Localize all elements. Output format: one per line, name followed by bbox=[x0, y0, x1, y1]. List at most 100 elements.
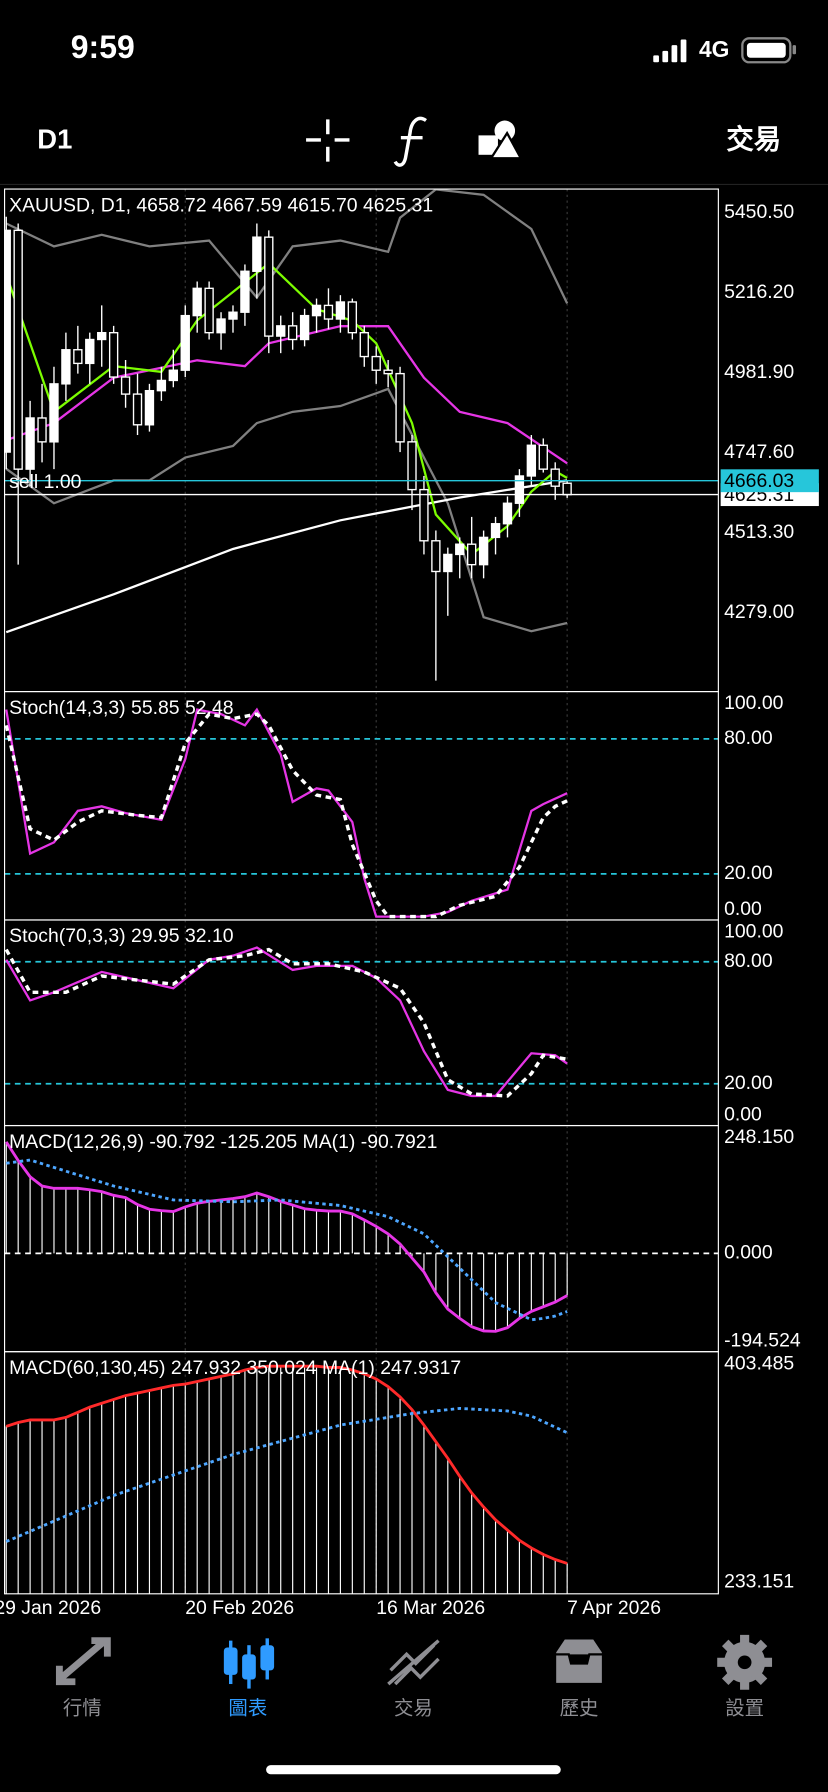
tab-quotes-icon[interactable] bbox=[55, 1637, 111, 1686]
candle-body bbox=[108, 331, 119, 378]
candle-body bbox=[550, 468, 560, 487]
candle-body bbox=[132, 393, 143, 426]
panel-title: Stoch(70,3,3) 29.95 32.10 bbox=[9, 925, 234, 947]
candle-body bbox=[25, 417, 35, 470]
panel-plot bbox=[4, 189, 719, 692]
y-tick-label: 4279.00 bbox=[724, 601, 794, 623]
y-tick-label: -194.524 bbox=[724, 1330, 801, 1352]
candle-body bbox=[502, 502, 513, 525]
panel: 248.150 0.000 -194.524 MACD(12,26,9) -90.79… bbox=[3, 1124, 801, 1353]
panel-title: XAUUSD, D1, 4658.72 4667.59 4615.70 4625… bbox=[9, 194, 433, 216]
candle-body bbox=[61, 349, 71, 385]
candle-body bbox=[395, 372, 405, 443]
candle-body bbox=[466, 543, 477, 566]
indicator-button[interactable] bbox=[393, 116, 427, 167]
y-tick-label: 4513.30 bbox=[724, 521, 794, 543]
tab-bar: 行情 圖表 交易 歷史 設置 bbox=[63, 1697, 764, 1719]
chart-area: 5450.50 5216.20 4981.90 4747.60 4513.30 4279.… bbox=[0, 188, 819, 1619]
tab-trade-icon[interactable] bbox=[387, 1639, 440, 1686]
candle-body bbox=[538, 444, 548, 470]
price-tag bbox=[720, 469, 819, 493]
candle-body bbox=[13, 229, 23, 470]
candle-body bbox=[514, 475, 525, 504]
y-tick-label: 80.00 bbox=[724, 950, 773, 972]
y-tick-label: 0.00 bbox=[724, 898, 762, 920]
candle-body bbox=[347, 301, 358, 334]
y-tick-label: 100.00 bbox=[724, 921, 784, 943]
candle-body bbox=[120, 376, 131, 395]
candle-body bbox=[311, 304, 322, 317]
candle-body bbox=[419, 488, 429, 542]
candle-body bbox=[204, 287, 214, 334]
candle-body bbox=[299, 314, 310, 341]
candle-body bbox=[443, 553, 453, 573]
tab-label[interactable]: 交易 bbox=[394, 1697, 433, 1719]
x-tick-label: 29 Jan 2026 bbox=[0, 1597, 101, 1619]
panel: 403.485 233.151 MACD(60,130,45) 247.932 35… bbox=[3, 1351, 794, 1595]
candle-body bbox=[4, 229, 11, 453]
y-tick-label: 5450.50 bbox=[724, 201, 794, 223]
panel: 100.00 80.00 20.00 0.00 Stoch(70,3,3) 29.95 … bbox=[3, 919, 784, 1127]
panel-plot bbox=[5, 1351, 568, 1594]
candle-body bbox=[168, 369, 179, 382]
indicator-line bbox=[5, 1406, 568, 1543]
candle-body bbox=[371, 355, 381, 371]
panel-title: Stoch(14,3,3) 55.85 52.48 bbox=[9, 697, 233, 719]
panel: 100.00 80.00 20.00 0.00 Stoch(14,3,3) 55.85 … bbox=[3, 690, 784, 921]
ma-line bbox=[5, 1364, 568, 1565]
y-tick-label: 20.00 bbox=[724, 862, 773, 884]
candle-body bbox=[37, 417, 47, 443]
tab-settings-icon[interactable] bbox=[717, 1634, 773, 1690]
candle-body bbox=[359, 331, 369, 358]
candle-body bbox=[73, 349, 83, 365]
panel: 5450.50 5216.20 4981.90 4747.60 4513.30 4279.… bbox=[3, 188, 819, 693]
x-tick-label: 16 Mar 2026 bbox=[376, 1597, 485, 1619]
y-tick-label: 80.00 bbox=[724, 727, 773, 749]
tab-label[interactable]: 圖表 bbox=[228, 1697, 267, 1719]
indicator-line bbox=[5, 189, 569, 304]
period-button[interactable]: D1 bbox=[37, 123, 72, 154]
candle-body bbox=[383, 369, 393, 375]
candle-body bbox=[562, 482, 572, 496]
y-tick-label: 20.00 bbox=[724, 1072, 773, 1094]
candle-body bbox=[478, 536, 489, 566]
candle-body bbox=[252, 236, 262, 272]
panel-plot bbox=[4, 691, 719, 920]
x-tick-label: 20 Feb 2026 bbox=[185, 1597, 294, 1619]
y-tick-label: 248.150 bbox=[724, 1126, 794, 1148]
candle-body bbox=[335, 301, 346, 320]
candle-body bbox=[192, 287, 202, 317]
candle-body bbox=[97, 331, 107, 341]
y-tick-label: 0.000 bbox=[724, 1241, 773, 1263]
tab-label[interactable]: 設置 bbox=[725, 1697, 764, 1719]
panel-plot bbox=[4, 1125, 719, 1352]
indicator-line bbox=[4, 947, 568, 1098]
candle-body bbox=[216, 318, 226, 334]
y-tick-label: 0.00 bbox=[724, 1103, 762, 1125]
battery-icon bbox=[741, 37, 797, 64]
objects-button[interactable] bbox=[478, 120, 523, 160]
tab-history-icon[interactable] bbox=[553, 1637, 605, 1686]
y-tick-label: 4981.90 bbox=[724, 361, 794, 383]
indicator-line bbox=[4, 712, 568, 919]
candle-body bbox=[407, 441, 417, 491]
clock: 9:59 bbox=[71, 29, 135, 65]
signal-icon bbox=[653, 39, 687, 63]
tab-chart-icon[interactable] bbox=[223, 1638, 275, 1689]
crosshair-button[interactable] bbox=[306, 119, 350, 162]
tab-label[interactable]: 歷史 bbox=[560, 1697, 599, 1719]
panel-plot bbox=[4, 919, 719, 1126]
y-tick-label: 4747.60 bbox=[724, 441, 794, 463]
candle-body bbox=[49, 383, 59, 443]
indicator-line bbox=[6, 1158, 568, 1322]
tab-label[interactable]: 行情 bbox=[63, 1697, 102, 1719]
candle-body bbox=[323, 304, 334, 320]
candle-body bbox=[287, 325, 298, 341]
candle-body bbox=[144, 389, 155, 426]
trade-button[interactable]: 交易 bbox=[726, 123, 781, 154]
network: 4G bbox=[699, 36, 729, 62]
candle-body bbox=[156, 379, 167, 392]
